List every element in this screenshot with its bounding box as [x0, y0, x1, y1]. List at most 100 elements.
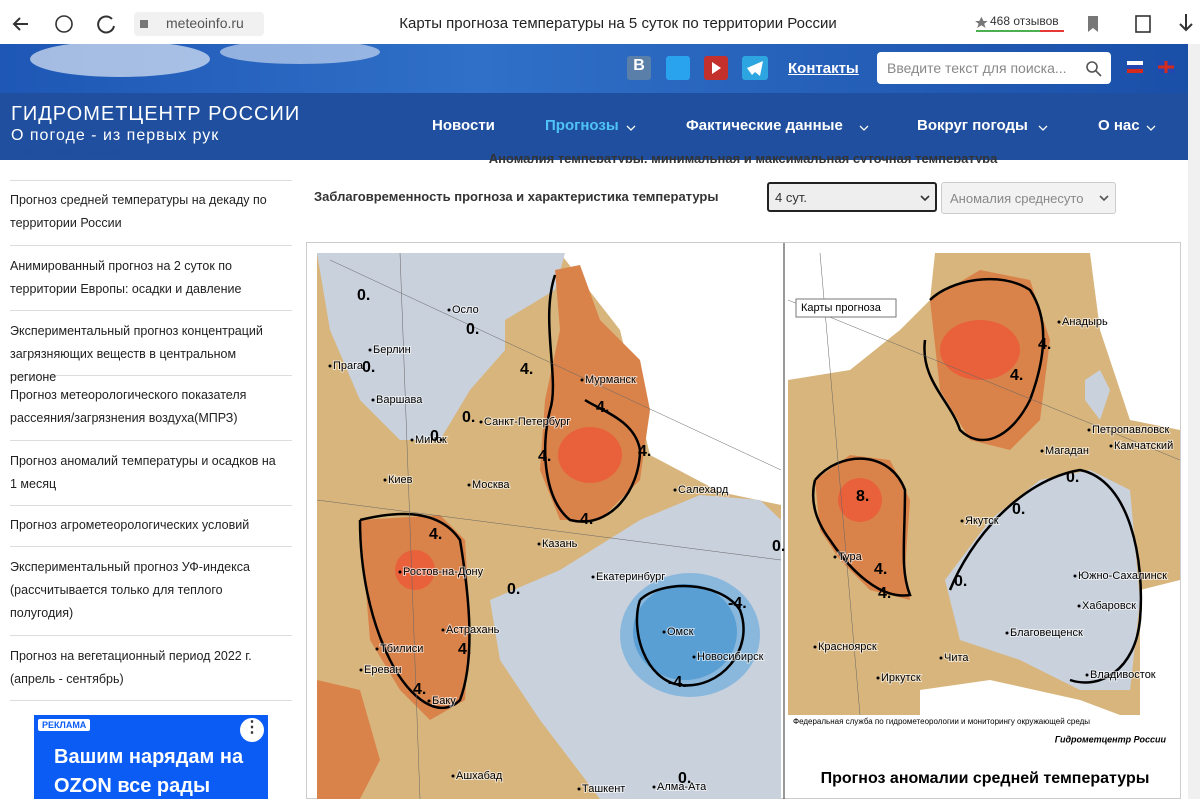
site-title: ГИДРОМЕТЦЕНТР РОССИИ	[11, 103, 301, 125]
city-dot	[383, 478, 387, 482]
city-label: Новосибирск	[697, 651, 764, 663]
contour-label: 4.	[429, 526, 442, 543]
separator	[10, 180, 292, 181]
lead-select[interactable]: 4 сут.	[767, 182, 937, 212]
nav-item[interactable]: Прогнозы	[545, 117, 619, 134]
city-label: Баку	[432, 695, 456, 707]
nav-item[interactable]: Новости	[432, 117, 495, 134]
city-dot	[441, 628, 445, 632]
sidebar-link[interactable]: Экспериментальный прогноз УФ-индекса (ра…	[10, 560, 250, 620]
city-dot	[673, 488, 677, 492]
map-heading-text: Аномалия температуры, минимальная и макс…	[488, 151, 998, 163]
search-box[interactable]: Введите текст для поиска...	[877, 52, 1111, 84]
sidebar-link[interactable]: Прогноз средней температуры на декаду по…	[10, 193, 267, 230]
city-label: Ташкент	[582, 783, 625, 795]
sidebar-link[interactable]: Прогноз агрометеорологических условий	[10, 518, 250, 532]
city-dot	[1077, 604, 1081, 608]
city-dot	[662, 630, 666, 634]
city-label: Ереван	[364, 664, 402, 676]
city-label: Чита	[944, 652, 969, 664]
selector-label: Заблаговременность прогноза и характерис…	[314, 189, 719, 204]
city-dot	[1087, 428, 1091, 432]
city-label: Казань	[542, 538, 578, 550]
vk-link[interactable]: В	[633, 57, 645, 74]
contour-label: 0.	[466, 321, 479, 338]
city-dot	[451, 774, 455, 778]
city-label: Тбилиси	[380, 643, 423, 655]
reviews[interactable]: 468 отзывов	[990, 14, 1059, 28]
ad-banner[interactable]: РЕКЛАМА ⋮ Вашим нарядам на OZON все рады	[34, 715, 268, 799]
tab-title: Карты прогноза температуры на 5 суток по…	[399, 15, 837, 32]
city-label: Хабаровск	[1082, 600, 1136, 612]
contour-label: -4.	[728, 595, 747, 612]
contour-label: 4.	[538, 448, 551, 465]
nav-item[interactable]: Вокруг погоды	[917, 117, 1028, 134]
contacts-link[interactable]: Контакты	[788, 60, 859, 77]
city-dot	[427, 699, 431, 703]
contour-label: 0.	[1066, 469, 1079, 486]
url[interactable]: meteoinfo.ru	[166, 15, 244, 31]
site-subtitle: О погоде - из первых рук	[11, 127, 220, 144]
city-dot	[1005, 631, 1009, 635]
contour-label: 4.	[413, 681, 426, 698]
city-dot	[876, 676, 880, 680]
city-label: Якутск	[965, 515, 999, 527]
separator	[10, 700, 292, 701]
city-dot	[692, 655, 696, 659]
city-dot	[1109, 444, 1113, 448]
sidebar-link[interactable]: Прогноз аномалий температуры и осадков н…	[10, 454, 276, 491]
brand-text: Гидрометцентр России	[1055, 734, 1167, 744]
city-dot	[833, 555, 837, 559]
nav-carets	[626, 125, 1156, 131]
city-label: Магадан	[1045, 445, 1089, 457]
city-dot	[368, 348, 372, 352]
separator	[10, 505, 292, 506]
characteristic-select[interactable]: Аномалия среднесуто	[941, 182, 1116, 214]
separator	[10, 310, 292, 311]
sidebar-link[interactable]: Экспериментальный прогноз концентраций з…	[10, 324, 263, 384]
caret	[920, 195, 930, 202]
city-label: Ростов-на-Дону	[403, 566, 484, 578]
sidebar-link[interactable]: территории России	[10, 149, 282, 160]
contour-label: 4.	[458, 641, 471, 658]
contour-label: 0.	[954, 573, 967, 590]
contour-label: 4.	[596, 399, 609, 416]
scrollbar[interactable]	[1188, 44, 1200, 799]
city-dot	[410, 438, 414, 442]
city-dot	[447, 308, 451, 312]
contour-label: -4.	[668, 674, 687, 691]
contour-label: 4.	[1010, 367, 1023, 384]
caret	[1099, 195, 1109, 202]
contour-label: 4.	[874, 561, 887, 578]
city-dot	[371, 398, 375, 402]
city-dot	[577, 787, 581, 791]
city-dot	[1040, 449, 1044, 453]
contour-label: 4.	[638, 443, 651, 460]
city-label: Санкт-Петербург	[484, 416, 570, 428]
sidebar-link[interactable]: Прогноз метеорологического показателя ра…	[10, 388, 247, 425]
city-label: Благовещенск	[1010, 627, 1083, 639]
header-banner: В Контакты Введите текст для поиска...	[0, 44, 1192, 93]
contour-label: 0.	[772, 538, 785, 555]
sidebar-link[interactable]: Прогноз на вегетационный период 2022 г. …	[10, 649, 252, 686]
contour-label: 0.	[357, 287, 370, 304]
city-label: Ашхабад	[456, 770, 503, 782]
city-dot	[479, 420, 483, 424]
browser-bar: meteoinfo.ru Карты прогноза температуры …	[0, 0, 1200, 45]
contour-label: 0.	[507, 581, 520, 598]
nav-item[interactable]: О нас	[1098, 117, 1140, 134]
right-map-art	[788, 253, 1180, 715]
city-dot	[652, 785, 656, 789]
contour-label: 0.	[1012, 501, 1025, 518]
contour-label: 0.	[462, 409, 475, 426]
city-label: Астрахань	[446, 624, 500, 636]
search-placeholder: Введите текст для поиска...	[887, 60, 1067, 76]
sidebar-link[interactable]: Анимированный прогноз на 2 суток по терр…	[10, 259, 242, 296]
nav-item[interactable]: Фактические данные	[686, 117, 843, 134]
city-label: Прага	[333, 360, 364, 372]
ad-menu[interactable]: ⋮	[240, 718, 264, 742]
map-caption: Прогноз аномалии средней температуры	[821, 770, 1150, 787]
nav-bar: ГИДРОМЕТЦЕНТР РОССИИ О погоде - из первы…	[0, 93, 1192, 160]
city-label: Берлин	[373, 344, 411, 356]
city-label: Камчатский	[1114, 440, 1173, 452]
